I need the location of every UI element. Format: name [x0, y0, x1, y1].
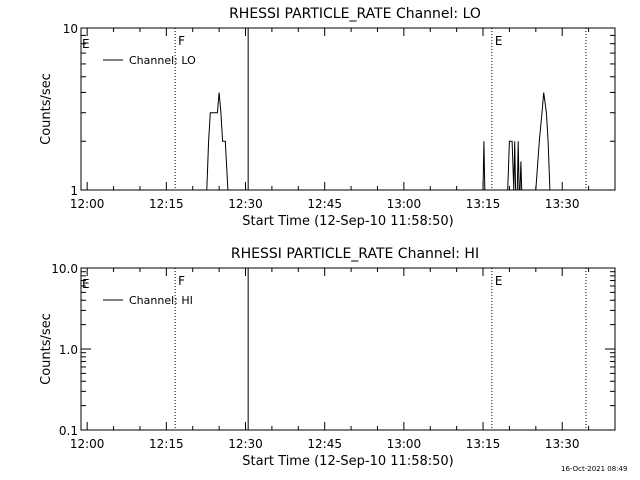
legend-entry: Channel: LO: [129, 54, 196, 67]
y-axis-label: Counts/sec: [39, 73, 54, 145]
edge-marker-label: E: [82, 37, 90, 51]
x-tick-label: 13:30: [545, 437, 580, 451]
x-tick-label: 13:15: [466, 437, 501, 451]
x-axis-label: Start Time (12-Sep-10 11:58:50): [242, 214, 453, 229]
plot-frame: [80, 267, 616, 431]
x-tick-label: 12:00: [70, 197, 105, 211]
edge-marker-label: E: [82, 277, 90, 291]
event-marker-label: F: [178, 34, 185, 48]
y-tick-label: 1.0: [59, 343, 78, 357]
panel-hi: RHESSI PARTICLE_RATE Channel: HI 12:00 12:…: [39, 246, 616, 469]
x-tick-label: 13:15: [466, 197, 501, 211]
x-tick-label: 13:00: [387, 437, 422, 451]
y-tick-label: 10.0: [51, 262, 78, 276]
y-tick-label: 0.1: [59, 424, 78, 438]
event-marker-label: E: [495, 34, 503, 48]
x-tick-label: 13:30: [545, 197, 580, 211]
x-tick-label: 12:00: [70, 437, 105, 451]
x-tick-label: 12:45: [307, 197, 342, 211]
x-tick-label: 12:15: [149, 437, 184, 451]
plot-frame: [80, 27, 616, 191]
x-axis-label: Start Time (12-Sep-10 11:58:50): [242, 454, 453, 469]
y-tick-label: 10: [63, 22, 78, 36]
chart-title: RHESSI PARTICLE_RATE Channel: LO: [229, 6, 481, 22]
event-marker-label: F: [178, 274, 185, 288]
y-tick-label: 1: [70, 184, 78, 198]
x-tick-label: 12:30: [228, 437, 263, 451]
series-line: [206, 92, 551, 191]
timestamp: 16-Oct-2021 08:49: [561, 465, 628, 473]
legend-entry: Channel: HI: [129, 294, 193, 307]
x-tick-label: 12:15: [149, 197, 184, 211]
chart-title: RHESSI PARTICLE_RATE Channel: HI: [231, 246, 479, 262]
x-tick-label: 13:00: [387, 197, 422, 211]
y-axis-label: Counts/sec: [39, 313, 54, 385]
event-marker-label: E: [495, 274, 503, 288]
x-tick-label: 12:30: [228, 197, 263, 211]
x-tick-label: 12:45: [307, 437, 342, 451]
panel-lo: RHESSI PARTICLE_RATE Channel: LO 12:00 12:…: [39, 6, 616, 229]
